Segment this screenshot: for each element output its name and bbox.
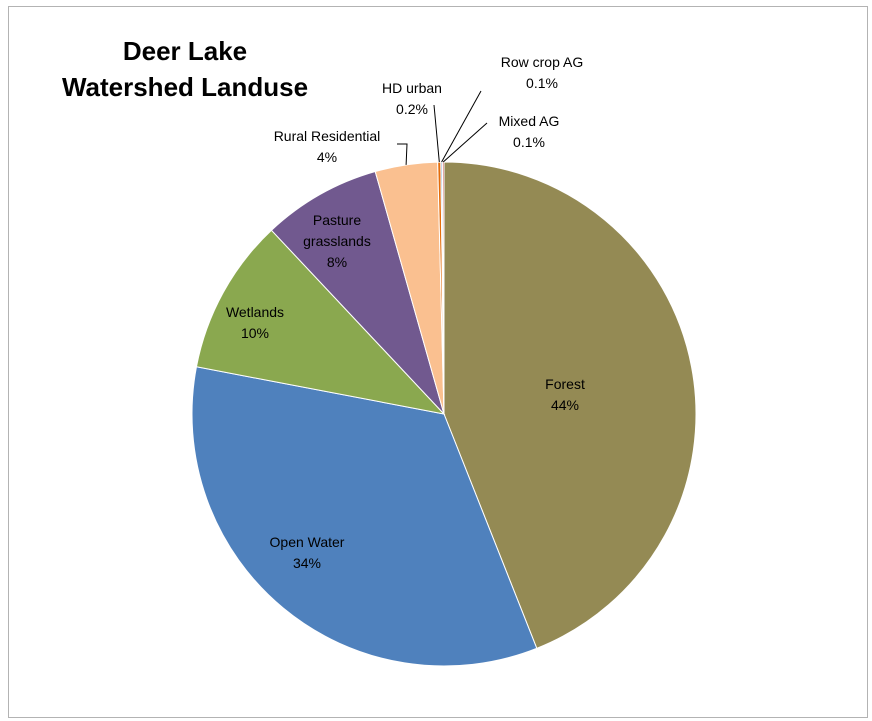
pie-slice-pasture-grasslands (270, 170, 445, 415)
chart-title: Deer Lake Watershed Landuse (62, 36, 308, 102)
chart-area: Deer Lake Watershed Landuse Forest 44% Ope… (8, 6, 868, 718)
pie-slices (191, 161, 697, 667)
slice-value-label-pasture-grasslands: 8% (327, 254, 347, 270)
slice-name-label-forest: Forest (545, 376, 585, 392)
leader-lines (397, 90, 488, 165)
slice-value-label-hd-urban: 0.2% (396, 101, 428, 117)
leader-line-row-crop-ag (441, 90, 482, 163)
pie-slice-forest (443, 161, 697, 649)
slice-name-label-wetlands: Wetlands (226, 304, 284, 320)
pie-chart: Deer Lake Watershed Landuse Forest 44% Ope… (62, 36, 697, 667)
slice-name-label-pasture-grasslands: Pasture (313, 212, 361, 228)
pie-slice-wetlands (195, 229, 446, 415)
chart-title-line-2: Watershed Landuse (62, 72, 308, 102)
slice-value-label-mixed-ag: 0.1% (513, 134, 545, 150)
slice-name-label-pasture-grasslands: grasslands (303, 233, 371, 249)
slice-labels: Forest 44% Open Water 34% Wetlands 10% Pasture… (226, 54, 585, 571)
slice-value-label-open-water: 34% (293, 555, 321, 571)
slice-value-label-rural-residential: 4% (317, 149, 337, 165)
leader-line-rural-residential (397, 143, 408, 165)
slice-name-label-mixed-ag: Mixed AG (499, 113, 560, 129)
slice-name-label-open-water: Open Water (270, 534, 345, 550)
slice-value-label-wetlands: 10% (241, 325, 269, 341)
slice-name-label-row-crop-ag: Row crop AG (501, 54, 583, 70)
chart-title-line-1: Deer Lake (123, 36, 247, 66)
slice-name-label-hd-urban: HD urban (382, 80, 442, 96)
leader-line-mixed-ag (442, 122, 488, 163)
leader-line-hd-urban (433, 104, 440, 163)
slice-name-label-rural-residential: Rural Residential (274, 128, 381, 144)
pie-slice-open-water (191, 366, 538, 667)
slice-value-label-row-crop-ag: 0.1% (526, 75, 558, 91)
slice-value-label-forest: 44% (551, 397, 579, 413)
